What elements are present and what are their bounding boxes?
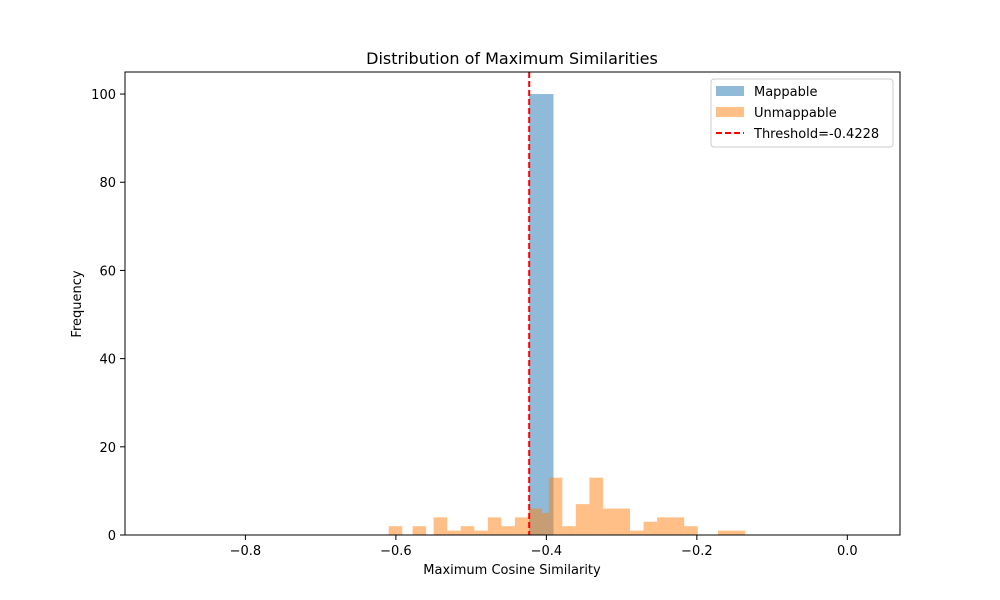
bar-unmappable-14 <box>589 477 603 535</box>
y-axis-label: Frequency <box>70 270 85 337</box>
y-tick-label: 100 <box>91 88 116 103</box>
y-tick-label: 40 <box>99 353 116 368</box>
axes: −0.8 −0.6 −0.4 −0.2 0.0 0 20 40 60 80 100 <box>91 71 901 559</box>
bar-unmappable-1 <box>412 526 427 535</box>
x-tick-label: −0.8 <box>230 544 262 559</box>
plot-area <box>388 72 746 536</box>
bar-unmappable-13 <box>575 504 590 535</box>
y-tick-label: 80 <box>99 176 116 191</box>
legend-swatch-unmappable <box>716 107 744 117</box>
plot-frame <box>124 71 901 536</box>
bar-unmappable-20 <box>718 530 746 535</box>
bar-unmappable-7 <box>501 526 515 535</box>
y-tick-label: 60 <box>99 264 116 279</box>
x-axis-label: Maximum Cosine Similarity <box>423 563 601 578</box>
bar-unmappable-16 <box>630 530 644 535</box>
bar-unmappable-3 <box>447 530 461 535</box>
legend-label: Mappable <box>754 85 818 100</box>
series-mappable <box>529 94 554 536</box>
bar-unmappable-12 <box>562 526 576 535</box>
chart-title: Distribution of Maximum Similarities <box>366 49 658 68</box>
bar-unmappable-4 <box>460 526 475 535</box>
bar-unmappable-18 <box>657 517 685 535</box>
bar-unmappable-19 <box>684 526 698 535</box>
bar-unmappable-0 <box>388 526 403 535</box>
legend-swatch-mappable <box>716 86 744 96</box>
bar-unmappable-15 <box>602 508 631 535</box>
bar-unmappable-8 <box>514 517 529 535</box>
bar-unmappable-6 <box>487 517 502 535</box>
bar-unmappable-10 <box>542 512 549 535</box>
series-unmappable <box>388 477 746 535</box>
x-tick-label: −0.2 <box>681 544 713 559</box>
y-tick-label: 0 <box>108 529 116 544</box>
bar-unmappable-5 <box>474 530 488 535</box>
bar-mappable-0 <box>529 94 554 536</box>
legend-box <box>710 78 894 148</box>
legend: Mappable Unmappable Threshold=-0.4228 <box>710 78 894 148</box>
y-tick-label: 20 <box>99 441 116 456</box>
bar-unmappable-17 <box>643 521 658 535</box>
bar-unmappable-2 <box>433 517 448 535</box>
bar-unmappable-11 <box>548 477 563 535</box>
bar-unmappable-9 <box>528 508 542 535</box>
legend-label: Threshold=-0.4228 <box>753 127 879 142</box>
legend-label: Unmappable <box>754 106 837 121</box>
x-tick-label: −0.6 <box>380 544 412 559</box>
x-tick-label: −0.4 <box>531 544 563 559</box>
x-tick-label: 0.0 <box>837 544 858 559</box>
